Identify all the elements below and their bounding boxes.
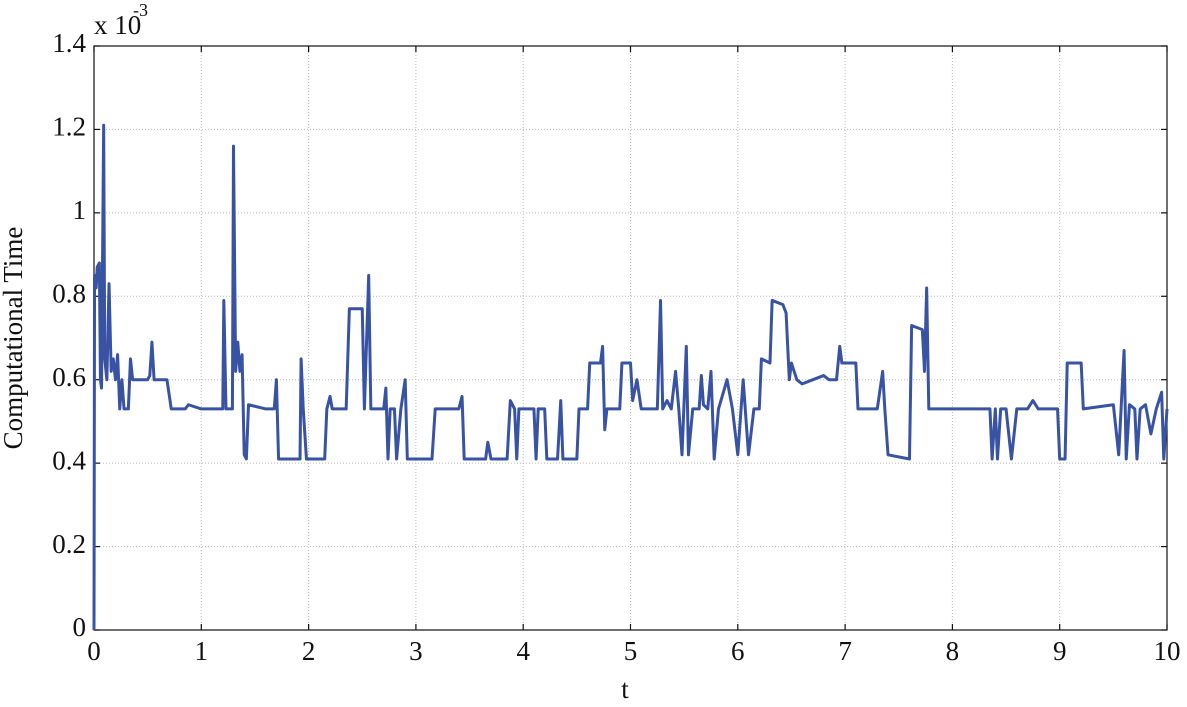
multiplier-base: x 10: [94, 10, 141, 40]
y-tick-label: 1.2: [52, 112, 86, 142]
x-tick-label: 8: [946, 636, 960, 666]
y-tick-label: 0.4: [52, 445, 86, 475]
x-tick-label: 7: [838, 636, 852, 666]
x-tick-label: 6: [731, 636, 745, 666]
x-tick-label: 9: [1053, 636, 1067, 666]
x-tick-label: 5: [624, 636, 638, 666]
y-tick-label: 1: [73, 195, 87, 225]
x-tick-label: 1: [195, 636, 209, 666]
y-tick-label: 0.6: [52, 362, 86, 392]
y-tick-label: 0: [73, 612, 87, 642]
y-axis-label: Computational Time: [0, 227, 28, 450]
multiplier-exponent: -3: [133, 0, 148, 20]
x-axis-label: t: [621, 674, 629, 704]
data-line: [92, 123, 1169, 631]
x-tick-label: 2: [302, 636, 316, 666]
x-tick-label: 3: [409, 636, 423, 666]
y-tick-label: 1.4: [52, 28, 86, 58]
x-tick-label: 10: [1154, 636, 1181, 666]
y-tick-label: 0.2: [52, 529, 86, 559]
x-tick-label: 0: [87, 636, 101, 666]
x-tick-label: 4: [516, 636, 530, 666]
y-tick-label: 0.8: [52, 278, 86, 308]
